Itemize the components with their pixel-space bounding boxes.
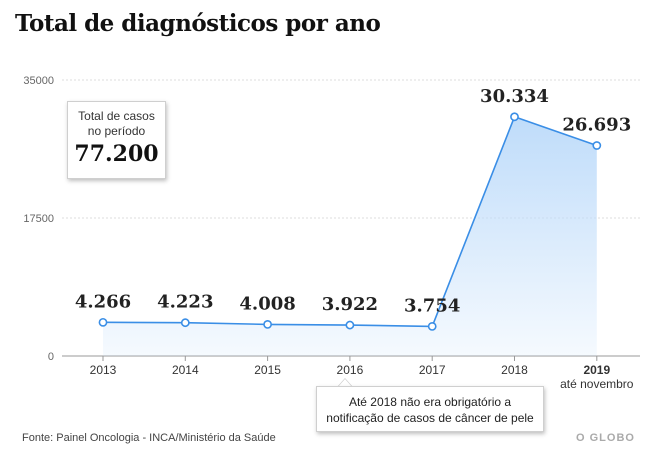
data-label: 4.223	[157, 292, 213, 313]
data-point	[263, 319, 272, 329]
x-tick-label: 2013	[90, 363, 117, 377]
data-point	[180, 318, 190, 328]
x-tick-label: 2015	[254, 363, 281, 377]
total-cases-label-line1: Total de casos	[78, 109, 155, 123]
x-tick-label: 2019	[583, 363, 610, 377]
source-text: Fonte: Painel Oncologia - INCA/Ministéri…	[22, 432, 276, 444]
annotation-note: Até 2018 não era obrigatório a notificaç…	[316, 386, 544, 432]
data-point	[98, 317, 108, 327]
data-point	[592, 141, 602, 150]
area-fill	[103, 116, 597, 357]
brand-logo: O GLOBO	[576, 432, 635, 444]
data-point	[427, 321, 437, 331]
data-label: 30.334	[480, 86, 549, 107]
total-cases-value: 77.200	[74, 141, 159, 167]
data-label: 4.266	[75, 291, 131, 312]
data-label: 3.754	[404, 295, 460, 316]
data-point	[510, 112, 519, 122]
note-line1: Até 2018 não era obrigatório a	[348, 395, 512, 409]
x-tick-sublabel: até novembro	[560, 377, 634, 391]
chart-title: Total de diagnósticos por ano	[15, 10, 381, 37]
x-tick-label: 2016	[337, 363, 364, 377]
data-point	[345, 320, 355, 330]
total-cases-box: Total de casos no período 77.200	[67, 101, 166, 179]
x-tick-label: 2017	[419, 363, 446, 377]
y-tick-label: 35000	[23, 75, 54, 87]
x-tick-label: 2018	[501, 363, 528, 377]
x-tick-label: 2014	[172, 363, 199, 377]
data-label: 4.008	[239, 293, 295, 314]
note-pointer	[337, 378, 353, 387]
total-cases-label-line2: no período	[87, 124, 146, 138]
y-tick-label: 0	[48, 351, 54, 363]
y-tick-label: 17500	[23, 213, 54, 225]
data-label: 26.693	[562, 115, 631, 136]
data-label: 3.922	[322, 294, 378, 315]
note-line2: notificação de casos de câncer de pele	[326, 411, 534, 425]
